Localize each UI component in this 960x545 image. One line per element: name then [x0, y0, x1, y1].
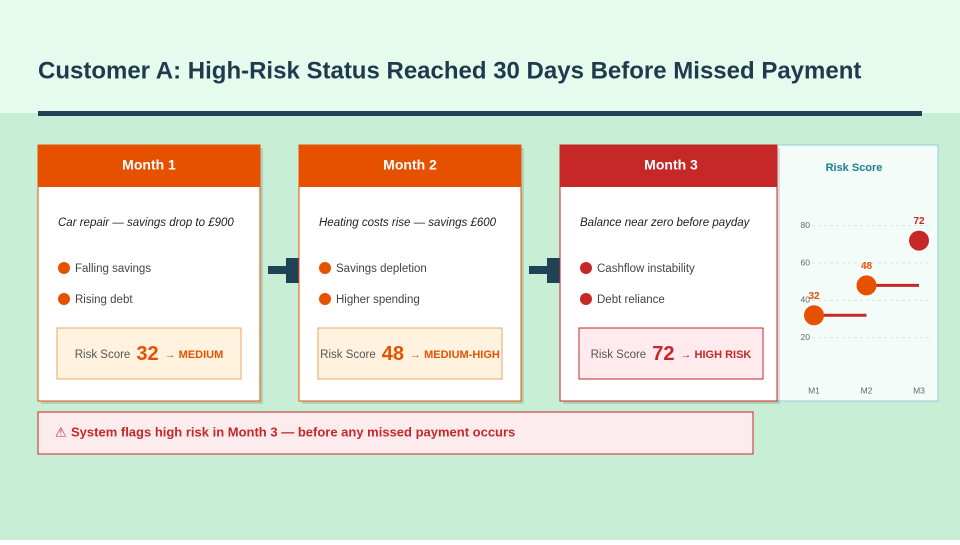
card-title: Month 2 — [383, 157, 437, 173]
bullet-text: Falling savings — [75, 263, 151, 275]
y-tick-label: 40 — [801, 295, 811, 305]
y-tick-label: 80 — [801, 220, 811, 230]
card-header — [38, 145, 260, 187]
point — [856, 275, 877, 296]
x-tick-label: M1 — [808, 385, 820, 395]
chart-title: Risk Score — [826, 162, 883, 174]
x-tick-label: M3 — [913, 385, 925, 395]
bullet-dot — [58, 293, 70, 305]
score-box — [578, 327, 764, 380]
header-rule — [38, 111, 922, 116]
bullet-dot — [580, 293, 592, 305]
bullet-dot — [58, 262, 70, 274]
bullet-dot — [319, 293, 331, 305]
score-level: → MEDIUM — [165, 349, 224, 361]
card-header — [560, 145, 777, 187]
score-label: Risk Score — [75, 349, 131, 361]
bullet-text: Rising debt — [75, 294, 133, 306]
alert-text: System flags high risk in Month 3 — befo… — [71, 424, 515, 439]
data-label: 32 — [808, 291, 820, 302]
y-tick-label: 20 — [801, 332, 811, 342]
x-tick-label: M2 — [861, 385, 873, 395]
score-level: → MEDIUM-HIGH — [410, 349, 500, 361]
chart-panel — [776, 144, 939, 402]
data-label: 72 — [913, 216, 925, 227]
score-label: Risk Score — [320, 349, 376, 361]
score-line: Risk Score 72 → HIGH RISK — [591, 343, 752, 365]
score-value: 48 — [382, 343, 404, 365]
score-label: Risk Score — [591, 349, 647, 361]
score-line: Risk Score 32 → MEDIUM — [75, 343, 224, 365]
bullet-dot — [580, 262, 592, 274]
point — [804, 305, 824, 326]
score-line: Risk Score 48 → MEDIUM-HIGH — [320, 343, 500, 365]
score-box — [317, 327, 503, 380]
alert-box — [37, 411, 754, 455]
bullet-text: Cashflow instability — [597, 263, 695, 275]
connector — [268, 258, 299, 283]
card-header — [299, 145, 521, 187]
data-label: 48 — [861, 261, 873, 272]
card-title: Month 3 — [644, 157, 698, 173]
connector — [529, 258, 560, 283]
bullet-dot — [319, 262, 331, 274]
score-box — [56, 327, 242, 380]
card-event: Balance near zero before payday — [580, 217, 751, 229]
card-title: Month 1 — [122, 157, 176, 173]
card-event: Car repair — savings drop to £900 — [58, 217, 234, 229]
score-value: 32 — [136, 343, 158, 365]
score-value: 72 — [652, 343, 674, 365]
bullet-text: Higher spending — [336, 294, 420, 306]
point — [909, 230, 929, 251]
bullet-text: Savings depletion — [336, 263, 427, 275]
card-event: Heating costs rise — savings £600 — [319, 217, 497, 229]
title: Customer A: High-Risk Status Reached 30 … — [38, 57, 861, 84]
score-level: → HIGH RISK — [680, 349, 751, 361]
y-tick-label: 60 — [801, 257, 811, 267]
alert-icon: ⚠ — [55, 424, 67, 439]
bullet-text: Debt reliance — [597, 294, 665, 306]
header-band — [0, 0, 960, 113]
